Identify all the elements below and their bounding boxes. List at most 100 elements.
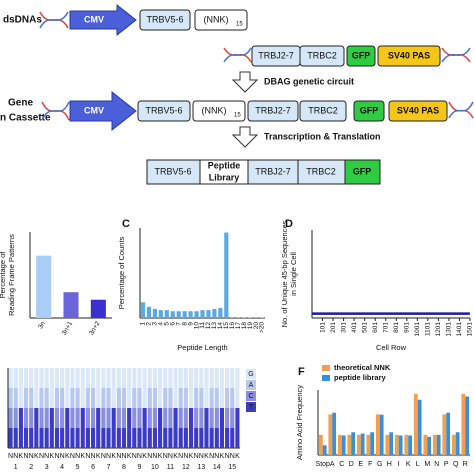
bar-segment bbox=[80, 408, 85, 448]
bar-segment bbox=[29, 428, 34, 448]
bar-segment bbox=[204, 408, 209, 448]
x-tick-label: Stop bbox=[316, 461, 331, 468]
y-axis-label: in Single Cell bbox=[289, 252, 298, 296]
bar-segment bbox=[29, 368, 34, 388]
x-tick-label: 8 bbox=[181, 322, 188, 326]
bar-segment bbox=[137, 388, 142, 408]
bar bbox=[328, 414, 333, 455]
part-label: TRBJ2-7 bbox=[255, 166, 291, 176]
x-tick-label: N bbox=[91, 453, 96, 460]
bar-segment bbox=[230, 368, 235, 388]
part-label: GFP bbox=[352, 50, 371, 60]
bar bbox=[318, 434, 323, 455]
bar-segment bbox=[152, 408, 157, 428]
dna-helix bbox=[223, 47, 252, 63]
bar-segment bbox=[168, 408, 173, 428]
step-label: Transcription & Translation bbox=[264, 131, 381, 141]
bar-segment bbox=[101, 408, 106, 428]
bar-segment bbox=[101, 428, 106, 448]
bar-segment bbox=[60, 428, 65, 448]
cmv-promoter bbox=[69, 3, 137, 37]
bar-segment bbox=[194, 388, 199, 408]
x-tick-label: K bbox=[173, 453, 178, 460]
bar-segment bbox=[70, 388, 75, 408]
bar-segment bbox=[44, 428, 49, 448]
bar-segment bbox=[163, 388, 168, 408]
bar-segment bbox=[209, 408, 214, 428]
part-box bbox=[146, 159, 201, 185]
bar-segment bbox=[194, 408, 199, 428]
cmv-promoter bbox=[69, 90, 137, 132]
bar-segment bbox=[70, 408, 75, 428]
bar-segment bbox=[65, 368, 70, 408]
x-tick-label: E bbox=[358, 461, 363, 468]
x-tick-label: K bbox=[49, 453, 54, 460]
bar-segment bbox=[13, 388, 18, 408]
bar-segment bbox=[142, 368, 147, 408]
bar-segment bbox=[152, 428, 157, 448]
x-tick-label: 1201 bbox=[435, 322, 442, 337]
legend-label: A bbox=[249, 382, 254, 389]
codon-label: 3 bbox=[45, 464, 49, 471]
bar-segment bbox=[132, 388, 137, 408]
x-tick-label: 3 bbox=[152, 322, 159, 326]
part-label: TRBJ2-7 bbox=[258, 50, 294, 60]
bar-segment bbox=[80, 368, 85, 408]
dna-helix bbox=[448, 101, 474, 119]
bar-segment bbox=[65, 408, 70, 448]
bar-segment bbox=[44, 368, 49, 388]
bar-segment bbox=[183, 368, 188, 388]
bar-segment bbox=[85, 368, 90, 388]
bar-segment bbox=[178, 388, 183, 408]
bar bbox=[451, 434, 456, 455]
x-tick-label: Q bbox=[453, 461, 459, 468]
bar-segment bbox=[116, 428, 121, 448]
x-tick-label: 201 bbox=[330, 322, 337, 333]
bar-segment bbox=[18, 368, 23, 408]
bar bbox=[200, 310, 205, 318]
bar-segment bbox=[60, 368, 65, 388]
bar bbox=[212, 309, 217, 318]
bar-segment bbox=[158, 368, 163, 408]
part-label: SV40 PAS bbox=[397, 105, 439, 115]
bar-segment bbox=[199, 408, 204, 428]
x-tick-label: R bbox=[463, 461, 468, 468]
legend-swatch bbox=[246, 402, 256, 412]
x-tick-label: 16 bbox=[229, 322, 236, 330]
bar-segment bbox=[188, 408, 194, 448]
bar-segment bbox=[178, 428, 183, 448]
x-tick-label: 10 bbox=[193, 322, 200, 330]
x-tick-label: 12 bbox=[205, 322, 212, 330]
bar-segment bbox=[204, 368, 209, 408]
bar bbox=[465, 396, 470, 455]
x-tick-label: H bbox=[387, 461, 392, 468]
part-box bbox=[137, 100, 191, 122]
bar-segment bbox=[39, 408, 44, 428]
bar-segment bbox=[230, 428, 235, 448]
part-box bbox=[139, 9, 191, 31]
x-tick-label: K bbox=[80, 453, 85, 460]
bar-segment bbox=[101, 368, 106, 388]
x-tick-label: 1101 bbox=[425, 322, 432, 336]
codon-label: 2 bbox=[29, 464, 33, 471]
bar-segment bbox=[194, 368, 199, 388]
bar-segment bbox=[54, 428, 60, 448]
x-tick-label: N bbox=[137, 453, 142, 460]
bar bbox=[206, 310, 211, 318]
part-label: GFP bbox=[360, 105, 379, 115]
bar bbox=[341, 435, 346, 455]
x-tick-label: K bbox=[235, 453, 240, 460]
bar-segment bbox=[152, 388, 157, 408]
x-tick-label: 101 bbox=[319, 322, 326, 333]
x-tick-label: N bbox=[147, 453, 152, 460]
part-box bbox=[247, 159, 299, 185]
x-tick-label: N bbox=[209, 453, 214, 460]
bar-segment bbox=[178, 408, 183, 428]
part-box bbox=[199, 159, 249, 185]
x-tick-label: 3n+2 bbox=[88, 320, 102, 337]
bar-segment bbox=[91, 408, 96, 428]
bar bbox=[455, 432, 460, 455]
legend-label: theoretical NNK bbox=[334, 363, 391, 372]
x-tick-label: D bbox=[349, 461, 354, 468]
bar bbox=[404, 434, 409, 455]
